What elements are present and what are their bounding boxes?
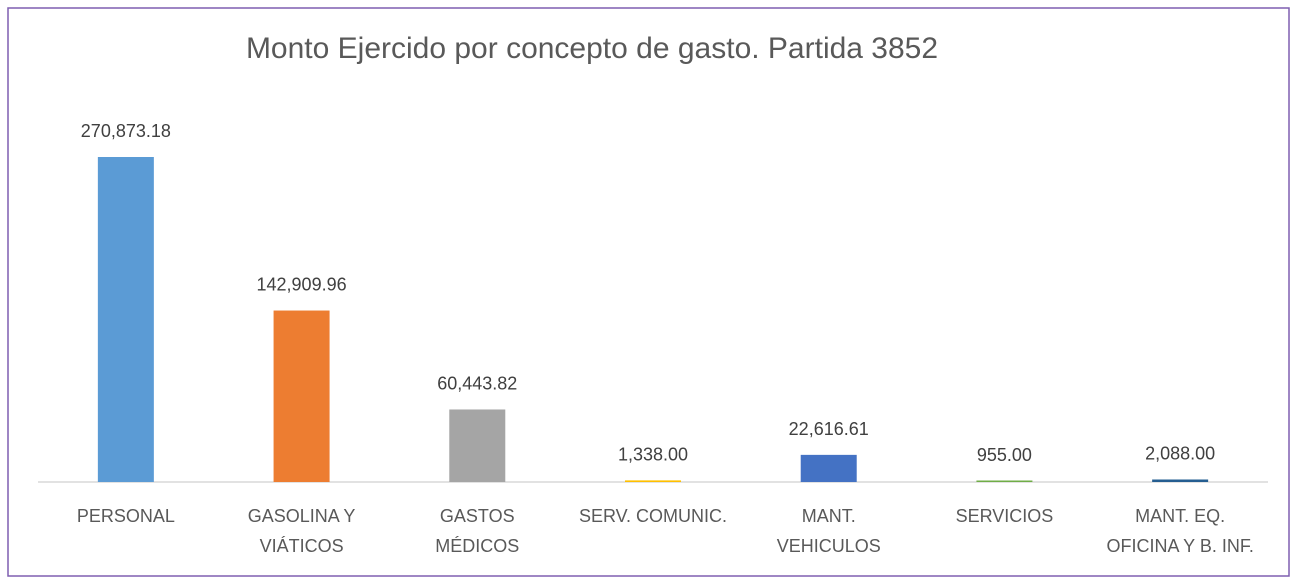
data-label: 270,873.18 — [81, 121, 171, 141]
x-tick-label: GASOLINA Y VIÁTICOS — [248, 506, 356, 556]
x-tick-label: GASTOS MÉDICOS — [435, 506, 519, 556]
chart-title: Monto Ejercido por concepto de gasto. Pa… — [246, 32, 938, 65]
data-label: 142,909.96 — [257, 275, 347, 295]
x-tick-label: SERV. COMUNIC. — [579, 506, 727, 526]
data-label: 60,443.82 — [437, 373, 517, 393]
bar — [449, 409, 506, 482]
bar — [1152, 479, 1209, 482]
bar — [800, 454, 857, 482]
bar — [976, 480, 1033, 482]
frame — [7, 7, 1290, 577]
x-tick-label: PERSONAL — [77, 506, 175, 526]
data-label: 2,088.00 — [1145, 443, 1215, 463]
x-tick-label: MANT. EQ. OFICINA Y B. INF. — [1106, 506, 1253, 556]
data-label: 955.00 — [977, 445, 1032, 465]
x-tick-label: SERVICIOS — [956, 506, 1054, 526]
data-label: 1,338.00 — [618, 444, 688, 464]
x-tick-label: MANT. VEHICULOS — [777, 506, 881, 556]
bar — [625, 480, 681, 482]
bar — [97, 157, 154, 482]
data-label: 22,616.61 — [789, 419, 869, 439]
bar — [273, 310, 330, 482]
